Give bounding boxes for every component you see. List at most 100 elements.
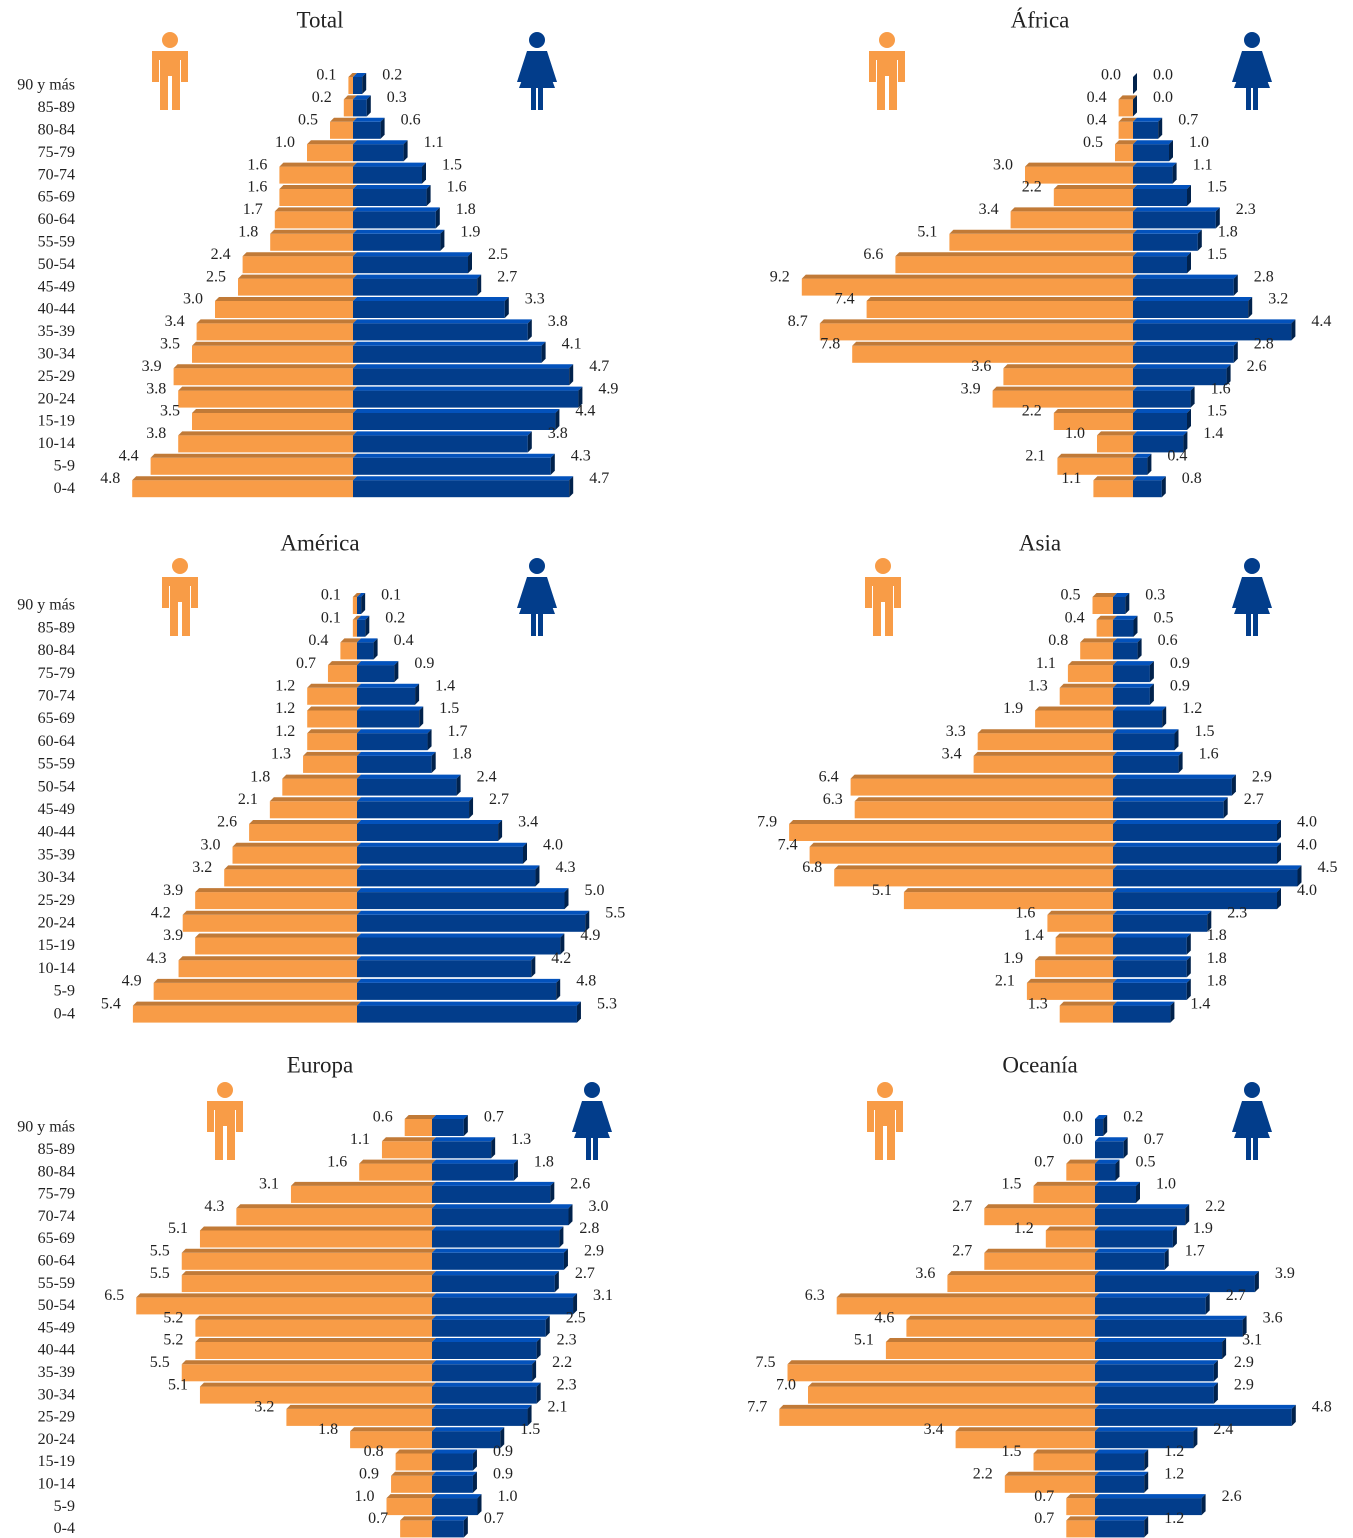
male-bar — [181, 1360, 436, 1382]
bar-face — [906, 1319, 1095, 1337]
value-label: 1.0 — [275, 134, 295, 151]
value-label: 1.1 — [1061, 470, 1081, 487]
female-bar — [1095, 1449, 1149, 1471]
female-bar — [1133, 117, 1163, 139]
value-label: 4.0 — [1297, 882, 1317, 899]
bar-face — [1095, 1364, 1214, 1382]
female-bar — [1133, 207, 1220, 229]
bar-face — [955, 1431, 1095, 1449]
female-bar — [432, 1181, 555, 1203]
bar-top — [353, 162, 426, 167]
age-label: 55-59 — [38, 756, 75, 773]
bar-side — [431, 751, 436, 773]
value-label: 0.7 — [1034, 1153, 1054, 1170]
bar-face — [1118, 121, 1133, 139]
value-label: 0.9 — [414, 655, 434, 672]
male-bar — [1115, 140, 1137, 162]
bar-face — [432, 1498, 478, 1516]
male-bar — [779, 1404, 1099, 1426]
bar-face — [973, 755, 1113, 773]
male-bar — [386, 1494, 436, 1516]
bar-side — [1174, 729, 1179, 751]
female-bar — [1113, 593, 1130, 614]
value-label: 1.8 — [238, 223, 258, 240]
bar-side — [1291, 1404, 1296, 1426]
bar-face — [353, 233, 441, 251]
age-label: 5-9 — [54, 1498, 75, 1515]
value-label: 7.0 — [776, 1376, 796, 1393]
value-label: 1.5 — [520, 1421, 540, 1438]
value-label: 2.3 — [557, 1332, 577, 1349]
male-bar — [819, 319, 1137, 341]
age-label: 80-84 — [38, 642, 75, 659]
value-label: 2.8 — [1254, 335, 1274, 352]
bar-top — [353, 297, 509, 301]
female-bar — [1113, 615, 1138, 637]
age-label: 10-14 — [38, 435, 75, 452]
value-label: 0.4 — [1065, 609, 1085, 626]
bar-top — [1055, 933, 1117, 938]
bar-top — [1035, 956, 1117, 961]
value-label: 5.1 — [917, 223, 937, 240]
bar-face — [992, 390, 1133, 408]
bar-face — [249, 824, 357, 841]
bar-side — [1197, 229, 1202, 251]
female-bar — [432, 1204, 573, 1226]
bar-side — [1254, 1271, 1259, 1293]
bar-top — [199, 1382, 436, 1387]
bar-top — [330, 117, 357, 122]
value-label: 2.5 — [488, 246, 508, 263]
female-bar — [357, 956, 536, 978]
bar-top — [1095, 1449, 1149, 1454]
value-label: 1.8 — [1207, 973, 1227, 990]
bar-face — [1066, 1498, 1095, 1516]
bar-face — [1095, 1319, 1243, 1337]
value-label: 3.2 — [1268, 291, 1288, 308]
bar-top — [357, 706, 424, 711]
female-bar — [432, 1248, 568, 1270]
male-bar — [192, 409, 357, 430]
bar-face — [242, 256, 353, 274]
bar-top — [1095, 1137, 1128, 1142]
female-bar — [1113, 888, 1281, 910]
male-bar — [391, 1471, 436, 1493]
male-bar — [178, 956, 361, 978]
female-bar — [1095, 1204, 1190, 1226]
bar-face — [984, 1208, 1095, 1226]
bar-side — [435, 207, 440, 229]
male-bar — [809, 842, 1117, 864]
bar-side — [373, 638, 378, 660]
age-label: 15-19 — [38, 1453, 75, 1470]
bar-top — [353, 476, 574, 481]
bar-top — [290, 1181, 436, 1186]
bar-face — [178, 960, 357, 978]
bar-face — [181, 1252, 432, 1270]
bar-top — [1095, 1226, 1177, 1231]
bar-face — [1033, 1453, 1095, 1471]
bar-face — [1113, 869, 1298, 887]
value-label: 0.7 — [368, 1510, 388, 1527]
female-icon — [517, 558, 557, 636]
bar-top — [357, 593, 366, 597]
bar-top — [286, 1404, 436, 1409]
bar-top — [195, 1338, 436, 1342]
female-bar — [1095, 1315, 1247, 1337]
bar-side — [394, 661, 399, 683]
male-bar — [381, 1137, 436, 1159]
bar-top — [1053, 185, 1137, 189]
value-label: 2.4 — [1213, 1421, 1233, 1438]
age-label: 80-84 — [38, 1163, 75, 1180]
bar-face — [1113, 892, 1277, 910]
bar-top — [984, 1204, 1099, 1209]
value-label: 1.2 — [1164, 1510, 1184, 1527]
bar-face — [1025, 166, 1133, 184]
bar-top — [895, 252, 1137, 257]
bar-face — [1095, 1408, 1292, 1426]
bar-side — [585, 910, 590, 932]
female-bar — [1133, 341, 1238, 363]
age-label: 55-59 — [38, 233, 75, 250]
bar-face — [1113, 846, 1277, 864]
male-icon — [207, 1082, 243, 1160]
bar-top — [352, 615, 361, 620]
value-label: 1.5 — [1002, 1443, 1022, 1460]
